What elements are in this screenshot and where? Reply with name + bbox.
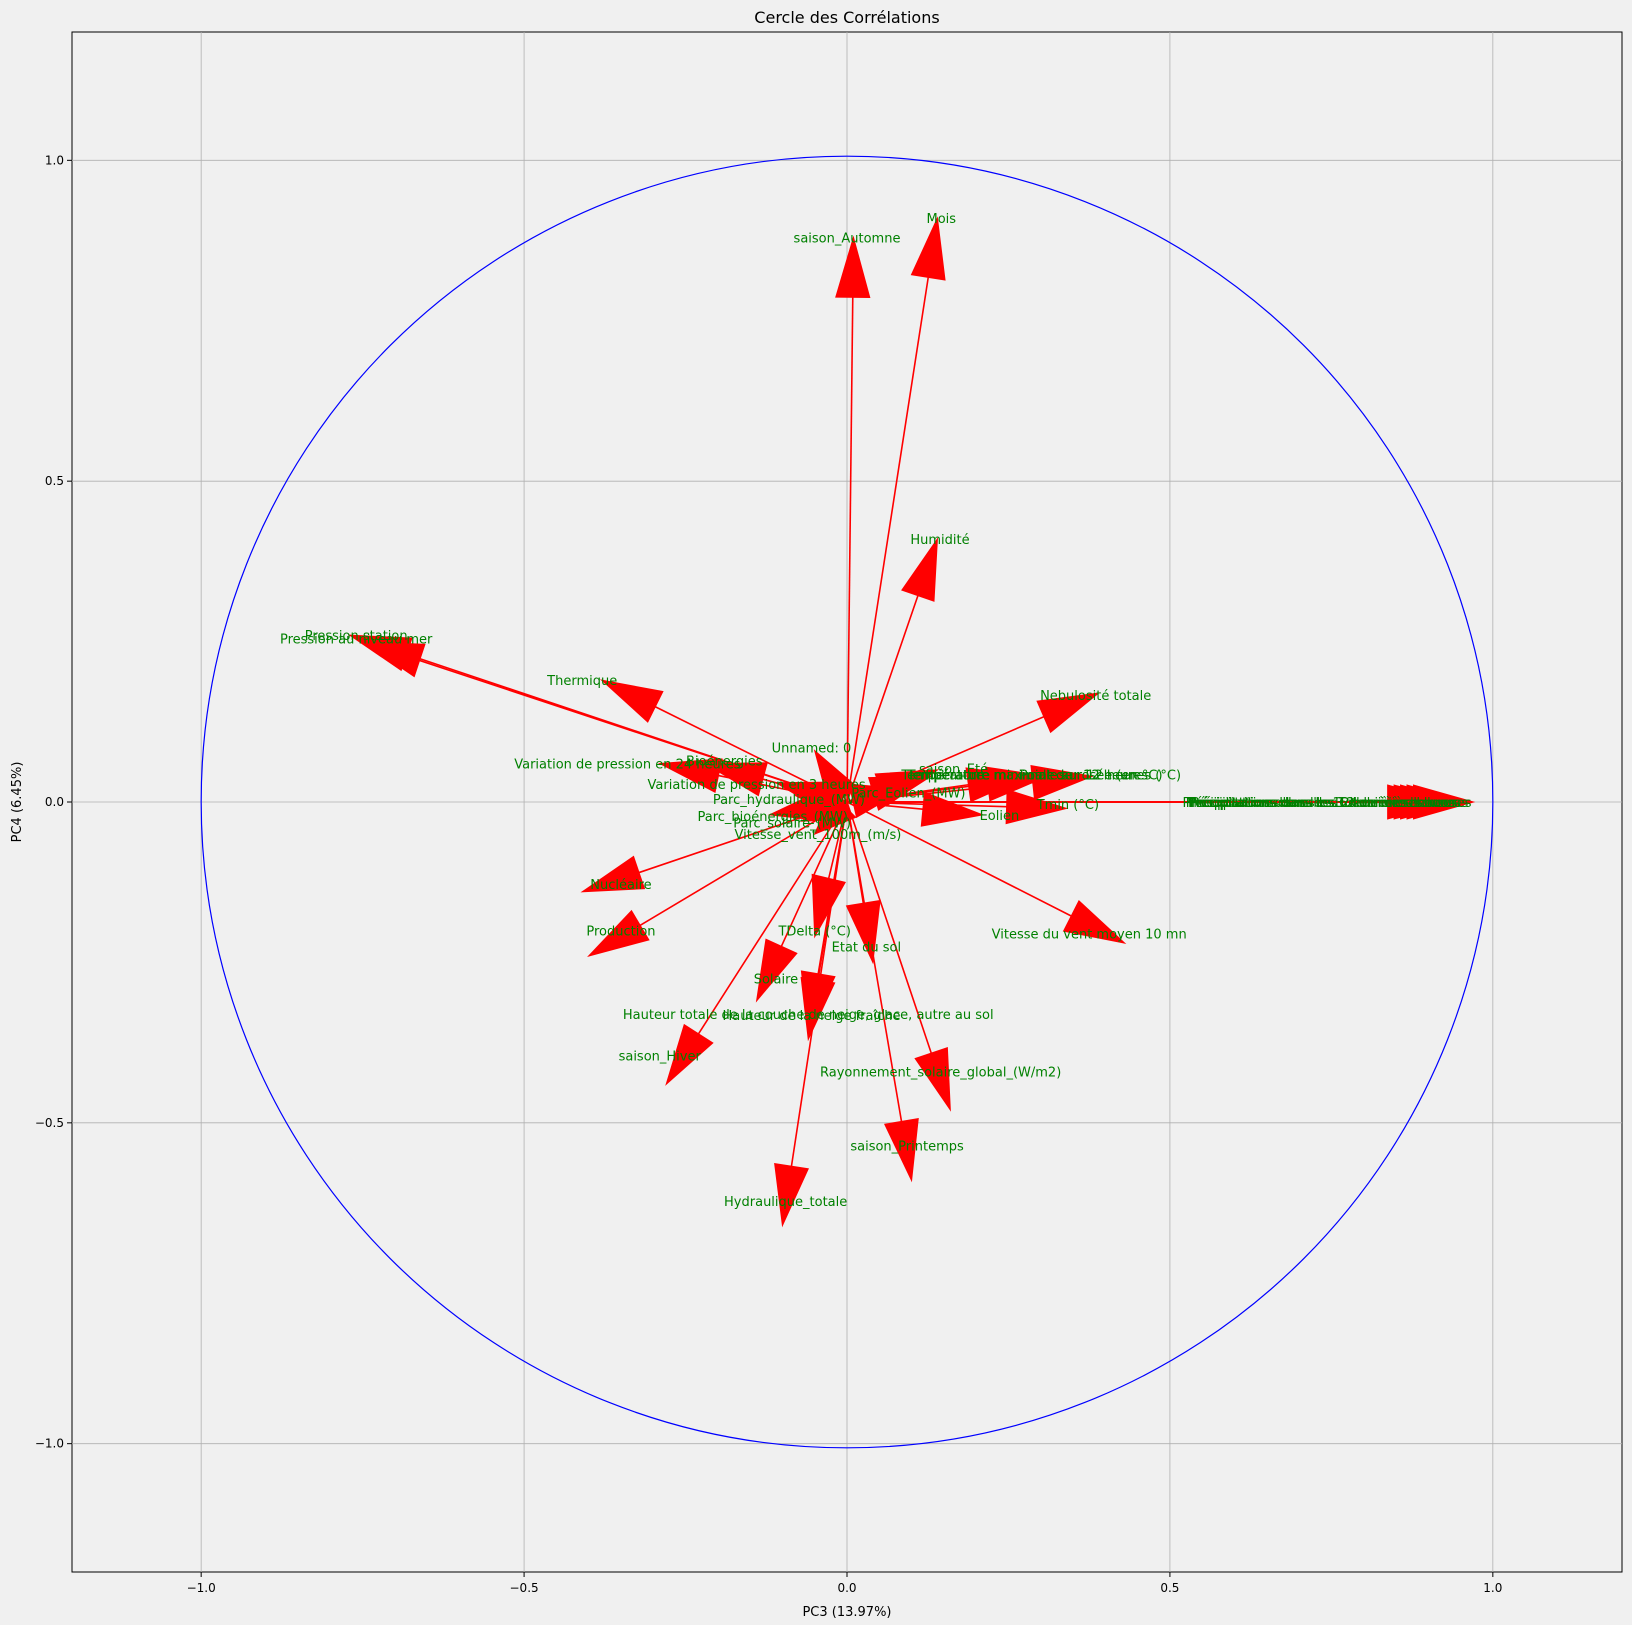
- arrow-line: [697, 801, 848, 1035]
- variable-label: saison_Eté: [919, 763, 988, 778]
- chart-title: Cercle des Corrélations: [754, 8, 939, 27]
- variable-label: Thermique: [546, 674, 617, 689]
- variable-label: Nebulosité totale: [1040, 689, 1151, 704]
- arrow-head: [1412, 784, 1476, 820]
- variable-label: Précipitations dans les 24 dernières heu…: [1191, 796, 1471, 811]
- variable-label: Précipitations dans les 1 dernières heur…: [1182, 796, 1454, 811]
- arrow-line: [846, 801, 933, 1054]
- variable-label: saison_Hiver: [619, 1049, 702, 1064]
- variable-label: Etat du sol: [832, 940, 901, 955]
- variable-label: Production: [586, 924, 655, 939]
- y-axis-title: PC4 (6.45%): [10, 762, 25, 843]
- arrow-head: [360, 641, 426, 678]
- variable-label: Rayonnement_solaire_global_(W/m2): [820, 1066, 1061, 1081]
- unit-circle: [200, 155, 1494, 1449]
- variable-label: Pression station: [305, 629, 408, 644]
- variable-label: Vitesse du vent moyen 10 mn: [992, 928, 1187, 943]
- arrow-head: [920, 791, 985, 827]
- variable-label: Parc_Eolien_(MW): [851, 786, 965, 801]
- arrow-line: [790, 801, 848, 1167]
- variable-label: Point de rosée (en °C): [1020, 768, 1163, 783]
- y-tick-label: 1.0: [45, 153, 64, 167]
- arrow-head: [883, 1117, 919, 1183]
- variable-label: Hauteur de la neige fraîche: [722, 1009, 900, 1024]
- arrow-head: [914, 1047, 951, 1112]
- variable-label: Hydraulique_totale: [724, 1195, 847, 1210]
- arrow-line: [780, 801, 848, 947]
- arrow-head: [755, 938, 798, 1003]
- variable-labels: saison_Automne Mois Humidité Pression stati…: [280, 212, 1472, 1210]
- variable-label: TDelta (°C): [777, 924, 850, 939]
- x-tick-label: 0.5: [1160, 1581, 1179, 1595]
- variable-label: Parc_hydraulique_(MW): [713, 793, 865, 808]
- variable-label: saison_Printemps: [850, 1139, 964, 1154]
- arrow-head: [800, 976, 836, 1042]
- x-tick-label: 0.0: [837, 1581, 856, 1595]
- y-tick-label: −0.5: [35, 1116, 64, 1130]
- arrow-head: [1005, 788, 1069, 825]
- arrow-line: [827, 801, 848, 879]
- variable-label: Variation de pression en 24 heures: [514, 758, 741, 773]
- variable-label: Mois: [927, 212, 957, 227]
- variable-label: Température: [900, 768, 983, 783]
- arrow-line: [846, 801, 903, 1122]
- arrow-head: [901, 537, 939, 602]
- arrow-head: [813, 792, 857, 836]
- variable-label: Bioénergies: [686, 754, 763, 769]
- variable-label: Eolien: [980, 809, 1020, 824]
- variable-label: saison_Automne: [794, 231, 901, 246]
- arrow-line: [846, 297, 854, 803]
- arrow-head: [835, 235, 871, 299]
- variable-label: Variation de pression en 3 heures: [648, 778, 866, 793]
- variable-label: Température maximale sur 12 heures (°C): [906, 768, 1181, 783]
- arrow-head: [1062, 900, 1127, 944]
- arrow-line: [846, 801, 1072, 917]
- arrow-line: [846, 277, 930, 803]
- arrow-line: [639, 801, 848, 926]
- variable-label: Hauteur totale de la couche de neige, gl…: [623, 1008, 994, 1023]
- variable-label: Précipitations dans les 3 dernières heur…: [1186, 796, 1458, 811]
- variable-label: Pression au niveau mer: [280, 632, 433, 647]
- arrow-line: [419, 659, 848, 803]
- arrow-head: [580, 855, 646, 893]
- y-tick-label: 0.0: [45, 795, 64, 809]
- arrow-head: [665, 1023, 714, 1086]
- arrow-head: [774, 1163, 809, 1228]
- variable-label: Nucléaire: [590, 878, 651, 893]
- arrow-head: [910, 216, 946, 281]
- arrow-head: [1036, 692, 1101, 734]
- arrow-head: [599, 679, 664, 723]
- variable-label: Unnamed: 0: [772, 741, 852, 756]
- variable-label: Parc_solaire_(MW): [733, 817, 851, 832]
- variable-label: Humidité: [910, 533, 969, 548]
- x-axis-title: PC3 (13.97%): [802, 1605, 891, 1620]
- variable-label: Température minimale sur 12 heures: [907, 768, 1149, 783]
- arrow-head: [1030, 765, 1095, 801]
- y-tick-label: 0.5: [45, 474, 64, 488]
- axis-ticks: −1.0 −0.5 0.0 0.5 1.0 −1.0 −0.5 0.0 0.5 1.0: [35, 153, 1503, 1595]
- x-tick-label: −0.5: [510, 1581, 539, 1595]
- arrow-head: [813, 749, 860, 807]
- arrow-line: [638, 801, 848, 874]
- y-tick-label: −1.0: [35, 1437, 64, 1451]
- arrow-line: [846, 801, 923, 810]
- variable-label: Tmin (°C): [1036, 798, 1099, 813]
- variable-label: Parc_bioénergies_(MW): [698, 810, 848, 825]
- variable-label: Vitesse_vent_100m_(m/s): [735, 828, 902, 843]
- loading-arrows: [347, 216, 1476, 1228]
- arrow-line: [846, 595, 919, 803]
- variable-label: Précipitations dans les 12 dernières heu…: [1188, 796, 1468, 811]
- variable-label: Solaire: [754, 972, 798, 987]
- x-tick-label: 1.0: [1483, 1581, 1502, 1595]
- variable-label: Précipitations dans les 6 dernières heur…: [1189, 796, 1461, 811]
- arrow-head: [657, 758, 723, 793]
- arrow-head: [587, 909, 650, 957]
- x-tick-label: −1.0: [187, 1581, 216, 1595]
